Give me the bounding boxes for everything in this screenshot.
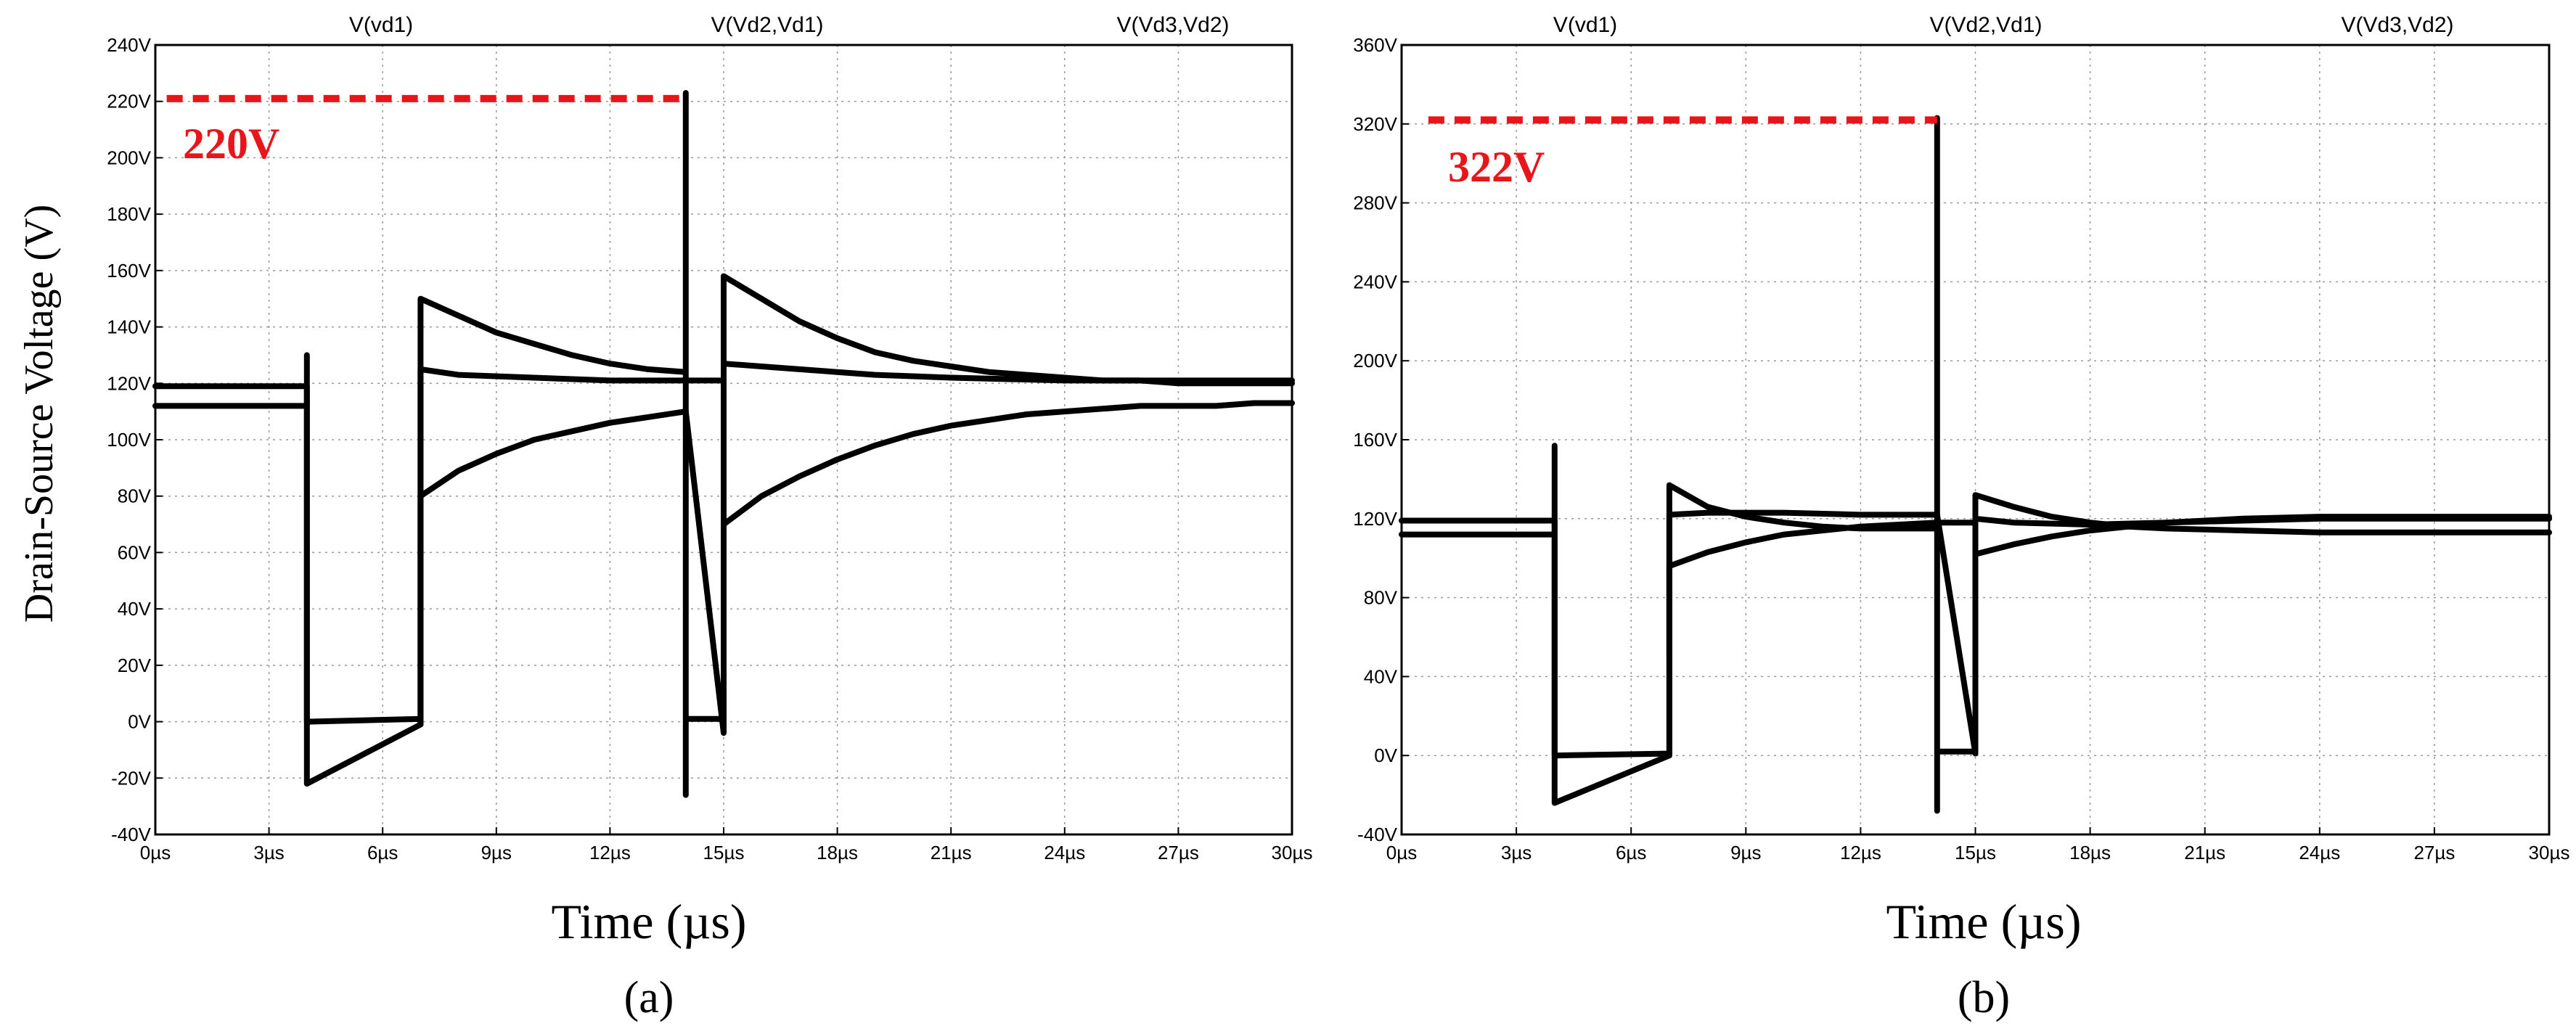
caption-a: (a) [624, 973, 674, 1022]
y-tick-label: 280V [1353, 192, 1397, 214]
x-tick-label: 30µs [1272, 842, 1313, 863]
y-tick-label: 200V [1353, 350, 1397, 372]
legend-entry: V(Vd2,Vd1) [1929, 13, 2042, 37]
x-tick-label: 18µs [817, 842, 858, 863]
legend-entry: V(vd1) [1553, 13, 1617, 37]
panel-a: 0µs 3µs 6µs 9µs 12µs 15µs 18µs 21µs 24µs 27µs 30µs… [107, 13, 1312, 863]
y-tick-label: 240V [1353, 271, 1397, 292]
y-tick-label: 120V [1353, 508, 1397, 530]
x-tick-label: 6µs [367, 842, 398, 863]
y-tick-label: 240V [107, 34, 151, 56]
y-tick-label: 40V [118, 598, 152, 620]
y-tick-label: 360V [1353, 34, 1397, 56]
y-tick-label: 160V [107, 260, 151, 282]
y-tick-label: 0V [128, 711, 151, 733]
y-tick-label: -20V [111, 767, 152, 789]
caption-b: (b) [1958, 973, 2010, 1022]
series-line-3 [1666, 514, 2552, 660]
y-tick-label: 20V [118, 655, 152, 676]
y-tick-label: 140V [107, 316, 151, 338]
y-tick-label: 160V [1353, 429, 1397, 451]
y-tick-label: 0V [1374, 744, 1397, 766]
x-tick-label: 24µs [1044, 842, 1085, 863]
x-tick-label: 27µs [1158, 842, 1199, 863]
x-tick-label: 24µs [2299, 842, 2340, 863]
y-axis-label: Drain-Source Voltage (V) [17, 205, 62, 623]
x-tick-label: 15µs [1955, 842, 1996, 863]
x-tick-label: 3µs [253, 842, 284, 863]
legend-entry: V(Vd3,Vd2) [2341, 13, 2453, 37]
x-axis-label-b: Time (µs) [1886, 894, 2081, 949]
panel-b: 0µs 3µs 6µs 9µs 12µs 15µs 18µs 21µs 24µs 27µs 30µs… [1353, 13, 2569, 863]
y-tick-label: 60V [118, 541, 152, 563]
y-tick-label: -40V [1357, 824, 1398, 845]
legend-entry: V(vd1) [349, 13, 413, 37]
x-tick-label: 9µs [481, 842, 512, 863]
x-tick-label: 18µs [2069, 842, 2111, 863]
y-tick-label: 120V [107, 372, 151, 394]
peak-voltage-annotation: 322V [1448, 143, 1545, 191]
x-tick-label: 3µs [1501, 842, 1532, 863]
y-tick-label: -40V [111, 824, 152, 845]
y-tick-label: 200V [107, 147, 151, 168]
y-tick-label: 320V [1353, 113, 1397, 135]
y-tick-label: 40V [1364, 665, 1398, 687]
y-tick-label: 100V [107, 429, 151, 451]
peak-voltage-annotation: 220V [183, 120, 279, 168]
x-tick-label: 9µs [1730, 842, 1761, 863]
y-tick-label: 180V [107, 203, 151, 225]
series-line-2 [152, 361, 1295, 787]
x-tick-label: 27µs [2413, 842, 2455, 863]
y-tick-label: 80V [1364, 587, 1398, 609]
x-tick-label: 12µs [1840, 842, 1881, 863]
x-tick-label: 0µs [1386, 842, 1417, 863]
series-line-3 [417, 400, 1295, 736]
x-tick-label: 15µs [703, 842, 745, 863]
y-tick-label: 80V [118, 485, 152, 507]
x-axis-label-a: Time (µs) [551, 894, 746, 949]
x-tick-label: 21µs [2184, 842, 2225, 863]
x-tick-label: 12µs [589, 842, 631, 863]
x-tick-label: 30µs [2529, 842, 2570, 863]
y-tick-label: 220V [107, 91, 151, 112]
legend-entry: V(Vd2,Vd1) [711, 13, 823, 37]
x-tick-label: 6µs [1616, 842, 1646, 863]
legend-entry: V(Vd3,Vd2) [1116, 13, 1229, 37]
x-tick-label: 21µs [931, 842, 972, 863]
x-tick-label: 0µs [140, 842, 171, 863]
